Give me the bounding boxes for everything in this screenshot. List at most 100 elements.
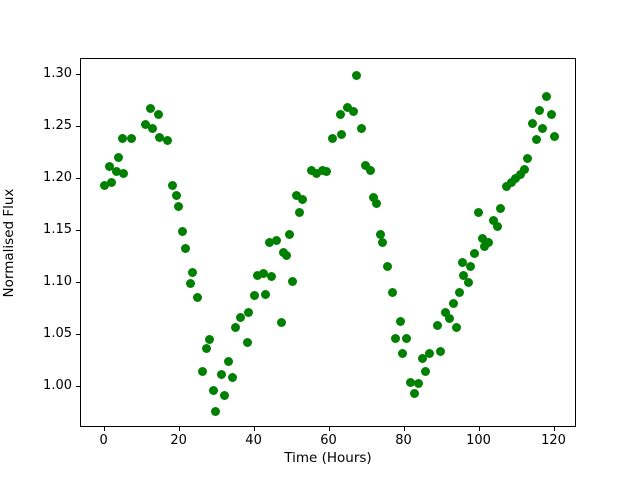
data-point [368,193,378,203]
data-point [193,292,203,302]
data-point [107,177,117,187]
x-tick-label: 60 [320,433,337,449]
data-point [376,229,386,239]
data-point [448,299,458,309]
data-point [495,203,505,213]
data-point [520,165,529,175]
data-point [349,107,359,117]
data-point [249,290,259,300]
data-point [322,167,332,177]
y-tick-label: 1.20 [43,170,72,186]
data-point [287,277,297,287]
data-point [328,134,338,144]
data-point [140,119,150,129]
y-tick-mark [76,281,80,283]
data-point [435,346,445,356]
data-point [371,199,381,209]
data-point [118,134,128,144]
x-tick-mark [403,427,405,432]
y-axis-label: Normalised Flux [1,188,17,298]
x-tick-label: 0 [99,433,108,449]
data-point [220,391,230,401]
data-point [445,313,455,323]
data-point [542,91,552,101]
data-point [515,170,525,180]
y-tick-label: 1.25 [43,118,72,134]
data-point [171,191,181,201]
data-point [527,118,537,128]
data-point [537,123,547,133]
data-point [252,271,262,281]
x-tick-mark [103,427,105,432]
data-point [418,354,428,363]
data-point [178,227,188,237]
data-point [454,287,464,297]
data-point [356,123,366,133]
data-point [383,261,393,271]
data-point [154,110,164,120]
data-point [395,316,405,326]
data-point [272,235,282,245]
x-tick-mark [478,427,480,432]
data-point [201,343,211,353]
data-point [401,334,411,344]
plot-area [80,57,576,428]
data-point [398,348,408,358]
data-point [405,377,415,387]
data-point [205,335,215,345]
y-tick-mark [76,126,80,128]
y-tick-mark [76,229,80,231]
data-point [488,216,498,226]
y-tick-label: 1.15 [43,221,72,237]
data-point [227,372,237,382]
y-tick-mark [76,385,80,387]
data-point [387,287,397,297]
y-tick-label: 1.30 [43,66,72,82]
data-point [470,249,480,259]
data-point [188,267,198,277]
data-point [511,173,520,183]
data-point [531,135,541,145]
data-point [181,244,191,254]
data-point [535,106,544,116]
data-point [335,110,345,120]
data-point [111,167,121,177]
data-point [463,278,473,288]
data-point [162,136,172,146]
data-point [267,272,277,282]
data-point [258,268,268,278]
data-point [119,169,129,179]
data-point [145,104,155,114]
data-point [211,406,221,416]
data-point [167,180,177,190]
y-tick-mark [76,333,80,335]
data-point [424,348,434,358]
data-point [277,317,287,327]
data-point [336,130,346,139]
data-point [114,152,124,162]
data-point [343,103,353,113]
data-point [298,195,308,205]
data-point [155,133,165,143]
data-point [265,237,275,247]
x-tick-label: 40 [245,433,262,449]
x-tick-mark [553,427,555,432]
data-point [100,180,110,190]
data-point [147,123,157,133]
data-point [284,229,294,239]
y-tick-label: 1.10 [43,273,72,289]
data-point [483,237,493,247]
data-point [352,70,362,80]
data-point [549,132,559,142]
data-point [173,201,183,211]
data-point [361,161,371,171]
x-tick-label: 80 [395,433,412,449]
data-point [198,367,208,377]
data-point [390,334,400,344]
data-point [306,166,316,176]
data-point [243,308,253,318]
data-point [477,233,487,243]
x-tick-label: 120 [541,433,566,449]
data-point [126,134,136,144]
